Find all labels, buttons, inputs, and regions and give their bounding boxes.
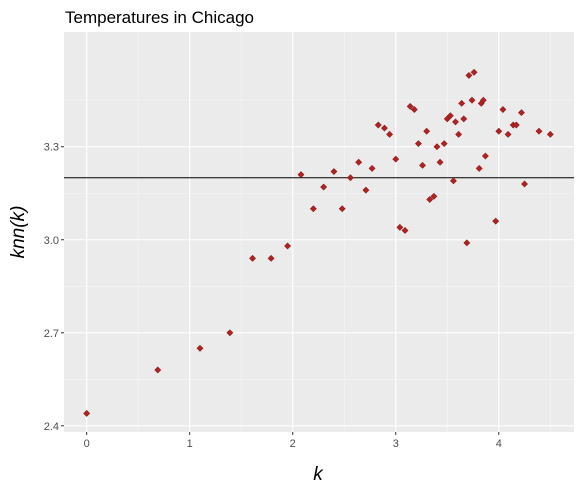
data-point xyxy=(297,171,305,179)
data-point xyxy=(196,344,204,352)
grid-minor xyxy=(64,32,574,432)
y-tick-label: 3.0 xyxy=(44,235,59,247)
data-point xyxy=(423,127,431,135)
x-tick-label: 3 xyxy=(393,438,399,450)
data-point xyxy=(309,205,317,213)
data-point xyxy=(346,174,354,182)
data-point xyxy=(546,130,554,138)
x-tick-label: 2 xyxy=(290,438,296,450)
data-point xyxy=(392,155,400,163)
x-tick-label: 1 xyxy=(187,438,193,450)
data-point xyxy=(362,186,370,194)
data-point xyxy=(479,96,487,104)
data-point xyxy=(396,223,404,231)
data-point xyxy=(338,205,346,213)
data-point xyxy=(512,121,520,129)
data-point xyxy=(465,71,473,79)
data-point xyxy=(401,227,409,234)
data-point xyxy=(470,68,478,76)
data-point xyxy=(436,158,444,166)
data-point xyxy=(518,109,525,117)
data-point xyxy=(226,329,234,337)
data-point xyxy=(426,196,434,203)
y-tick-label: 2.7 xyxy=(44,328,59,340)
data-point xyxy=(463,239,471,247)
data-point xyxy=(249,254,256,262)
data-point xyxy=(330,168,338,175)
chart-title: Temperatures in Chicago xyxy=(65,8,254,27)
x-tick-label: 4 xyxy=(496,438,502,450)
data-point xyxy=(499,106,507,113)
data-point xyxy=(368,165,376,172)
x-axis-ticks: 0 1 2 3 4 xyxy=(84,432,502,450)
y-tick-label: 2.4 xyxy=(44,421,59,433)
grid-major xyxy=(64,32,574,432)
data-point xyxy=(355,158,363,166)
data-point xyxy=(440,140,448,148)
data-point xyxy=(419,161,426,169)
data-point xyxy=(450,177,457,185)
data-point xyxy=(320,183,328,191)
data-point xyxy=(452,118,459,126)
data-point xyxy=(535,127,543,135)
data-point xyxy=(406,102,414,110)
y-axis-title: knn(k) xyxy=(8,206,29,259)
y-axis-ticks: 2.4 2.7 3.0 3.3 xyxy=(44,142,64,433)
data-point xyxy=(267,254,275,262)
data-point xyxy=(504,130,512,138)
data-point xyxy=(386,130,394,138)
y-tick-label: 3.3 xyxy=(44,142,59,154)
data-point xyxy=(468,96,476,104)
data-point xyxy=(284,242,292,250)
plot-panel xyxy=(64,32,574,432)
data-point xyxy=(414,140,422,148)
x-axis-title: k xyxy=(313,464,324,485)
data-point xyxy=(410,106,418,113)
data-point xyxy=(380,124,388,132)
data-point xyxy=(433,143,441,151)
data-point xyxy=(455,130,463,138)
data-point xyxy=(83,409,91,417)
data-point xyxy=(374,121,382,129)
data-point xyxy=(521,180,528,188)
data-points xyxy=(83,68,554,417)
data-point xyxy=(481,152,489,160)
x-tick-label: 0 xyxy=(84,438,90,450)
data-point xyxy=(475,165,483,172)
data-point xyxy=(458,99,466,107)
data-point xyxy=(446,112,454,120)
data-point xyxy=(430,192,438,200)
data-point xyxy=(460,115,468,123)
data-point xyxy=(154,366,162,374)
data-point xyxy=(492,217,500,225)
data-point xyxy=(495,127,503,135)
